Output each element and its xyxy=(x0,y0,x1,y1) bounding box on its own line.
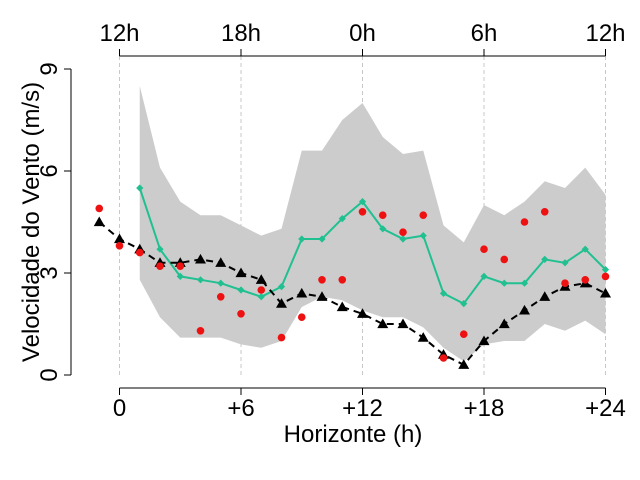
uncertainty-band-group xyxy=(139,86,606,362)
data-point xyxy=(459,330,468,339)
x-tick-label: +12 xyxy=(342,395,383,422)
data-point xyxy=(136,184,144,192)
data-point xyxy=(581,276,590,284)
data-point xyxy=(377,318,389,329)
data-point xyxy=(338,215,346,223)
data-point xyxy=(379,225,387,233)
data-point xyxy=(600,287,611,298)
data-point xyxy=(176,262,185,271)
y-tick-label: 3 xyxy=(36,266,63,279)
data-point xyxy=(336,301,348,312)
data-point xyxy=(439,289,448,297)
data-point xyxy=(500,255,509,264)
series-group xyxy=(93,184,611,369)
x-tick-label: +6 xyxy=(227,395,254,422)
x-tick-label: +24 xyxy=(585,395,626,422)
data-point xyxy=(338,276,347,284)
data-point xyxy=(196,276,205,284)
top-tick-label: 12h xyxy=(99,20,139,47)
x-axis-title: Horizonte (h) xyxy=(284,421,423,448)
data-point xyxy=(458,359,470,369)
data-point xyxy=(318,235,326,243)
data-point xyxy=(520,279,529,287)
data-point xyxy=(460,300,468,308)
data-point xyxy=(601,266,610,274)
data-point xyxy=(478,335,490,346)
data-point xyxy=(255,274,267,284)
y-axis-title: Velocidade do Vento (m/s) xyxy=(18,82,45,362)
data-point xyxy=(498,318,510,329)
data-point xyxy=(114,233,125,244)
data-point xyxy=(357,308,368,318)
data-point xyxy=(358,198,367,206)
data-point xyxy=(115,242,124,250)
data-point xyxy=(277,283,286,291)
data-point xyxy=(358,208,367,216)
data-point xyxy=(235,267,247,278)
top-tick-label: 0h xyxy=(349,20,376,47)
data-point xyxy=(216,293,225,301)
data-point xyxy=(581,245,589,253)
data-point xyxy=(417,332,429,342)
data-point xyxy=(316,291,328,301)
data-point xyxy=(296,287,308,298)
data-point xyxy=(237,310,245,318)
data-point xyxy=(298,235,306,243)
data-point xyxy=(297,313,306,322)
data-point xyxy=(561,279,569,288)
y-tick-label: 6 xyxy=(36,164,63,177)
data-point xyxy=(378,211,387,219)
data-point xyxy=(176,272,184,280)
series-line-diamond xyxy=(138,187,607,305)
data-point xyxy=(276,298,287,308)
data-point xyxy=(397,318,409,329)
x-tick-label: 0 xyxy=(113,395,126,422)
axes-group: 0 +6 +12 +18 +24 12h 18h 0h 6h 12h 0 3 6 9 xyxy=(36,20,626,422)
data-point xyxy=(439,354,448,362)
data-point xyxy=(561,259,569,267)
data-point xyxy=(541,255,549,263)
top-tick-label: 18h xyxy=(221,20,261,47)
data-point xyxy=(519,304,530,315)
data-point xyxy=(135,248,144,257)
data-point xyxy=(480,272,488,280)
data-point xyxy=(277,333,286,342)
series-diamond xyxy=(136,184,610,308)
data-point xyxy=(217,279,225,287)
data-point xyxy=(95,204,104,213)
data-point xyxy=(257,293,265,301)
data-point xyxy=(419,211,428,219)
data-point xyxy=(196,327,205,335)
data-point xyxy=(520,218,529,226)
y-tick-label: 9 xyxy=(36,62,63,75)
top-tick-label: 6h xyxy=(471,20,498,47)
data-point xyxy=(399,235,407,243)
data-point xyxy=(215,257,227,267)
data-point xyxy=(601,272,610,281)
top-tick-label: 12h xyxy=(585,20,625,47)
data-point xyxy=(257,286,266,294)
data-point xyxy=(195,253,206,264)
data-point xyxy=(237,286,245,294)
data-point xyxy=(419,232,427,240)
data-point xyxy=(399,228,407,236)
data-point xyxy=(480,245,488,253)
data-point xyxy=(93,216,105,227)
series-line-triangle xyxy=(98,221,606,367)
data-point xyxy=(156,245,164,253)
data-point xyxy=(318,276,326,284)
data-point xyxy=(500,279,508,287)
y-tick-label: 0 xyxy=(36,368,63,381)
uncertainty-band xyxy=(139,86,606,362)
data-point xyxy=(540,208,549,216)
series-circle xyxy=(95,204,610,362)
x-tick-label: +18 xyxy=(464,395,505,422)
data-point xyxy=(156,262,164,271)
data-point xyxy=(539,291,551,301)
